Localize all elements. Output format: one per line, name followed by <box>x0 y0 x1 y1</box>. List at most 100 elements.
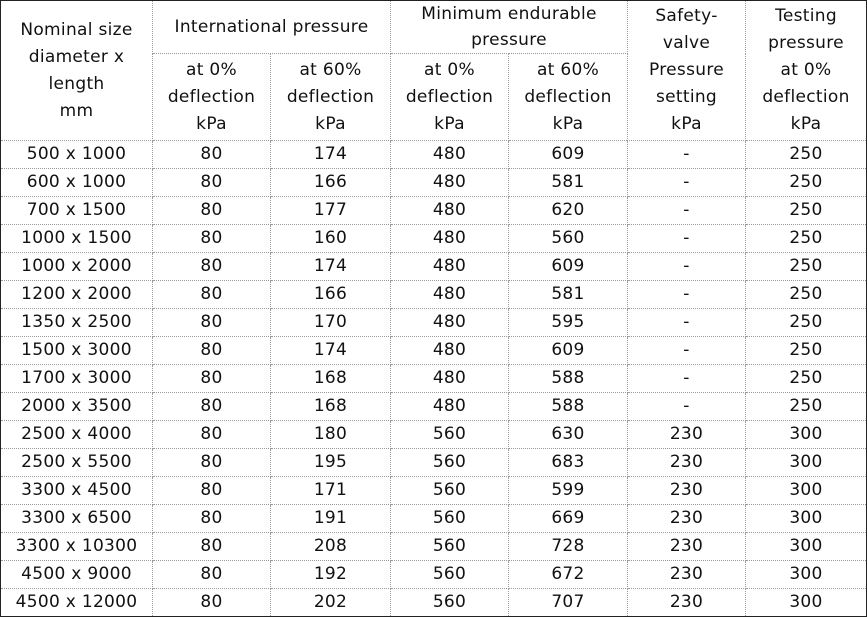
header-line: Minimum endurable <box>421 4 597 24</box>
data-cell: 80 <box>152 168 271 197</box>
data-cell: - <box>627 196 746 225</box>
data-row: 1200 x 2000 80 166 480 581-250 <box>0 280 867 309</box>
data-cell: 180 <box>270 420 391 449</box>
data-cell: 191 <box>270 504 391 533</box>
data-cell: 300 <box>745 588 867 617</box>
data-cell: 480 <box>390 196 509 225</box>
data-cell: 683 <box>508 448 628 477</box>
data-cell: 80 <box>152 224 271 253</box>
header-line: length <box>48 73 105 94</box>
data-cell: - <box>627 364 746 393</box>
header-cell: Safety-valve Pressure setting kPa <box>627 0 746 141</box>
data-row: 2500 x 4000 80 180 560 630 230 300 <box>0 420 867 449</box>
data-cell: 166 <box>270 280 391 309</box>
data-cell: - <box>627 392 746 421</box>
data-cell: 80 <box>152 336 271 365</box>
data-cell: 250 <box>745 308 867 337</box>
data-cell: 560 <box>508 224 628 253</box>
data-row: 4500 x 9000 80 192 560 672 230 300 <box>0 560 867 589</box>
data-row: 3300 x 10300 80 208 560 728 230 300 <box>0 532 867 561</box>
data-cell: 300 <box>745 448 867 477</box>
data-cell: - <box>627 252 746 281</box>
data-cell: - <box>627 280 746 309</box>
data-cell: 300 <box>745 504 867 533</box>
data-cell: 480 <box>390 140 509 169</box>
header-line: deflection <box>405 86 494 107</box>
data-cell: 3300 x 10300 <box>0 532 153 561</box>
data-cell: 599 <box>508 476 628 505</box>
data-cell: 560 <box>390 420 509 449</box>
header-line: kPa <box>671 114 702 134</box>
header-line: at 0% <box>186 59 237 80</box>
data-cell: 250 <box>745 364 867 393</box>
data-cell: 630 <box>508 420 628 449</box>
data-cell: 250 <box>745 224 867 253</box>
header-line: pressure <box>471 30 547 50</box>
data-cell: 300 <box>745 476 867 505</box>
data-cell: 480 <box>390 364 509 393</box>
data-cell: 728 <box>508 532 628 561</box>
data-cell: 500 x 1000 <box>0 140 153 169</box>
header-line: Nominal size <box>20 19 133 40</box>
data-cell: 80 <box>152 252 271 281</box>
data-cell: 480 <box>390 336 509 365</box>
data-cell: 1200 x 2000 <box>0 280 153 309</box>
header-line: kPa <box>790 114 822 134</box>
data-cell: 480 <box>390 392 509 421</box>
header-cell: at 60% deflection kPa <box>270 53 391 141</box>
data-cell: - <box>627 168 746 197</box>
header-line: at 60% <box>536 59 600 80</box>
data-cell: 609 <box>508 336 628 365</box>
header-cell: International pressure <box>152 0 391 54</box>
data-cell: 250 <box>745 140 867 169</box>
data-cell: 171 <box>270 476 391 505</box>
data-cell: 588 <box>508 392 628 421</box>
data-row: 1500 x 3000 80 174 480 609-250 <box>0 336 867 365</box>
data-cell: - <box>627 224 746 253</box>
header-cell: at 0% deflection kPa <box>152 53 271 141</box>
data-cell: 480 <box>390 308 509 337</box>
data-cell: 80 <box>152 280 271 309</box>
data-row: 2000 x 3500 80 168 480 588-250 <box>0 392 867 421</box>
header-cell: at 0% deflection kPa <box>390 53 509 141</box>
header-line: deflection <box>167 86 256 107</box>
data-cell: 480 <box>390 168 509 197</box>
data-cell: 581 <box>508 280 628 309</box>
header-cell: at 60% deflection kPa <box>508 53 628 141</box>
data-cell: 560 <box>390 504 509 533</box>
data-cell: 672 <box>508 560 628 589</box>
data-cell: 2000 x 3500 <box>0 392 153 421</box>
data-cell: 300 <box>745 560 867 589</box>
data-cell: 80 <box>152 308 271 337</box>
data-cell: 588 <box>508 364 628 393</box>
header-cell: Testing pressure at 0% deflection kPa <box>745 0 867 141</box>
data-cell: 250 <box>745 168 867 197</box>
data-cell: 250 <box>745 336 867 365</box>
data-row: 1000 x 1500 80 160 480 560-250 <box>0 224 867 253</box>
data-cell: 1350 x 2500 <box>0 308 153 337</box>
data-cell: 80 <box>152 504 271 533</box>
data-cell: 250 <box>745 280 867 309</box>
data-cell: 2500 x 5500 <box>0 448 153 477</box>
data-cell: 2500 x 4000 <box>0 420 153 449</box>
data-row: 1700 x 3000 80 168 480 588-250 <box>0 364 867 393</box>
header-line: Safety- <box>655 6 718 26</box>
data-row: 3300 x 4500 80 171 560 599 230 300 <box>0 476 867 505</box>
data-cell: 560 <box>390 560 509 589</box>
data-cell: 560 <box>390 532 509 561</box>
data-row: 4500 x 12000 80 202 560 707 230 300 <box>0 588 867 617</box>
data-cell: 600 x 1000 <box>0 168 153 197</box>
data-row: 2500 x 5500 80 195 560 683 230 300 <box>0 448 867 477</box>
data-cell: 707 <box>508 588 628 617</box>
header-line: diameter x <box>28 46 125 67</box>
data-cell: 560 <box>390 588 509 617</box>
header-line: deflection <box>762 87 850 107</box>
header-line: valve <box>662 33 711 53</box>
data-cell: 80 <box>152 420 271 449</box>
data-cell: 700 x 1500 <box>0 196 153 225</box>
header-line: at 0% <box>780 60 832 80</box>
data-cell: 250 <box>745 392 867 421</box>
header-line: Testing <box>775 6 837 26</box>
header-row: at 0% deflection kPa at 60% deflection kPa at … <box>1 53 867 141</box>
data-cell: 1000 x 1500 <box>0 224 153 253</box>
